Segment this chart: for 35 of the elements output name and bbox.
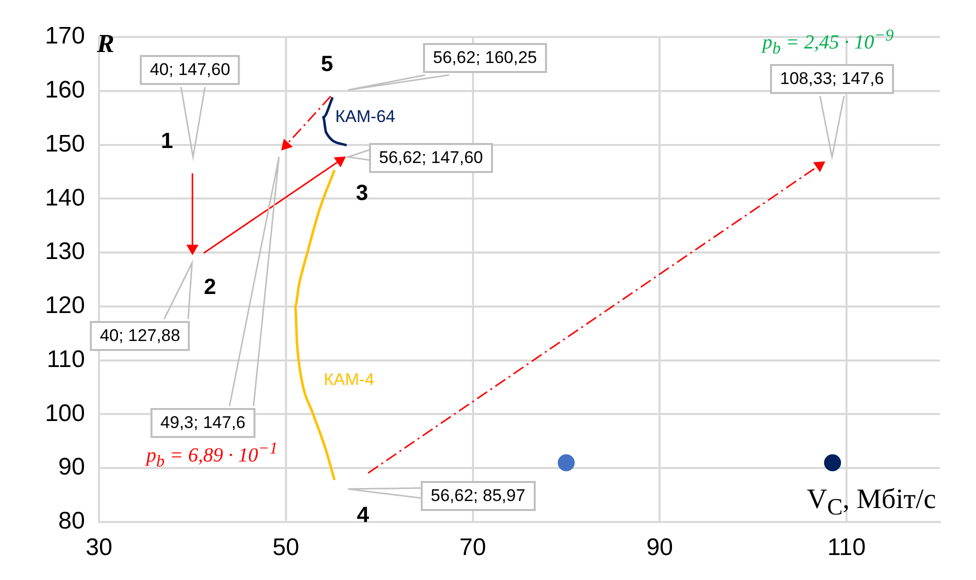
series-label: КАМ-64	[335, 107, 396, 128]
x-tick-label: 90	[646, 534, 674, 562]
y-tick-label: 130	[44, 238, 85, 266]
annotation: 3	[356, 180, 368, 206]
annotation: 56,62; 160,25	[423, 43, 548, 73]
point	[558, 454, 575, 472]
annotation: 5	[320, 51, 334, 77]
y-tick-label: 80	[58, 508, 85, 535]
annotation: 1	[160, 128, 174, 154]
annotation: 4	[356, 502, 370, 528]
point	[824, 454, 842, 472]
y-tick-label: 110	[46, 346, 85, 373]
y-tick-label: 160	[44, 76, 85, 104]
annotation: p$_{b}$ = 6,89 · 10$^{−1}$	[146, 438, 278, 472]
x-tick-label: 30	[86, 534, 112, 562]
annotation: 56,62; 147,60	[369, 142, 494, 173]
y-tick-label: 100	[44, 400, 85, 427]
annotation: 2	[204, 274, 216, 300]
annotation: 40; 147,60	[140, 54, 240, 85]
x-tick-label: 50	[272, 534, 300, 562]
annotation: 49,3; 147,6	[150, 408, 256, 438]
annotation: 108,33; 147,6	[770, 64, 894, 94]
x-tick-label: 70	[459, 534, 486, 562]
y-axis-title: R	[97, 29, 114, 59]
y-tick-label: 140	[44, 184, 85, 212]
x-tick-label: 110	[827, 534, 866, 562]
series-label: КАМ-4	[324, 370, 374, 390]
y-tick-label: 170	[44, 22, 85, 50]
y-tick-label: 90	[58, 454, 85, 481]
x-axis-title: V$_{C}$, Мбіт/с	[806, 484, 936, 522]
y-tick-label: 150	[44, 130, 85, 158]
annotation: p$_{b}$ = 2,45 · 10$^{−9}$	[762, 26, 894, 58]
annotation: 40; 127,88	[90, 321, 190, 351]
annotation: 56,62; 85,97	[420, 481, 536, 512]
y-tick-label: 120	[44, 292, 85, 320]
